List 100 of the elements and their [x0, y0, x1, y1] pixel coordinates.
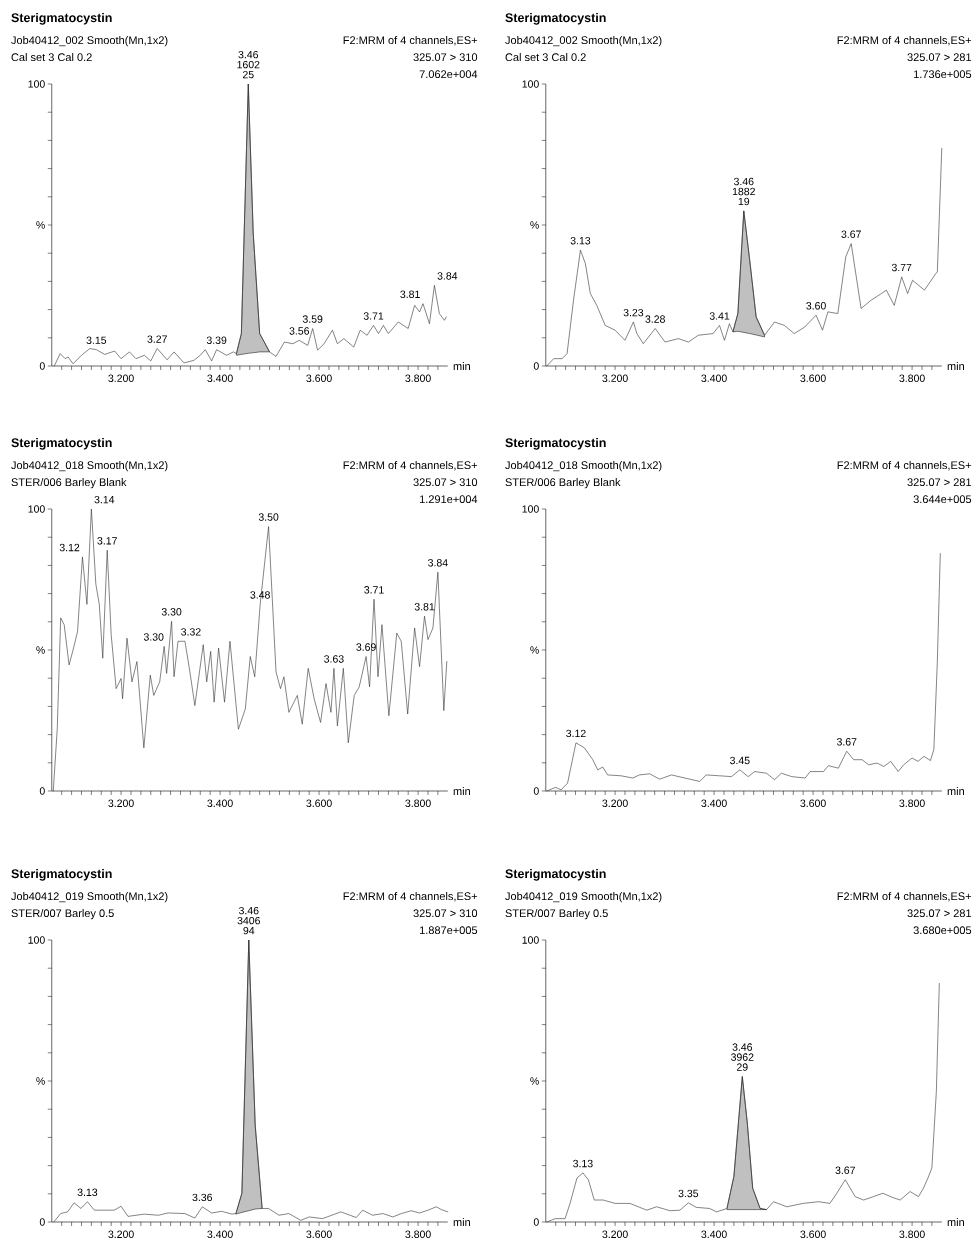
annotation: 3.81 [400, 290, 420, 298]
chart-title: Sterigmatocystin [11, 868, 112, 881]
annotation: 3.56 [289, 327, 310, 335]
y-tick-label: % [36, 221, 45, 229]
annotation: 3.36 [192, 1193, 213, 1202]
annotation: 3.67 [841, 230, 861, 238]
annotation: 3.48 [250, 591, 271, 599]
x-tick-label: 3.400 [701, 374, 727, 382]
chart-title: Sterigmatocystin [505, 437, 606, 450]
x-tick-label: 3.400 [207, 1230, 233, 1238]
annotation: 3.13 [573, 1159, 593, 1168]
annotation: 3.45 [730, 756, 750, 765]
text: 325.07 > 310 [413, 478, 478, 487]
annotation: 3.50 [258, 513, 279, 521]
annotation: 3.84 [428, 559, 448, 567]
x-tick-label: 3.800 [899, 374, 925, 382]
text: 325.07 > 310 [413, 53, 478, 62]
annotation: 3.81 [414, 603, 435, 611]
chart-subtitle: Job40412_019 Smooth(Mn,1x2) [505, 892, 662, 903]
text: Cal set 3 Cal 0.2 [505, 53, 586, 62]
x-axis-title: min [947, 787, 965, 795]
chart-title: Sterigmatocystin [505, 12, 606, 25]
x-axis-title: min [453, 362, 471, 370]
annotation: 3.46 [239, 906, 259, 915]
annotation: 3.67 [835, 1166, 856, 1175]
y-tick-label: % [36, 646, 45, 654]
text: 325.07 > 281 [907, 909, 972, 918]
y-tick-label: 100 [522, 936, 539, 944]
annotation: 3.30 [143, 633, 164, 641]
annotation: 3.69 [356, 643, 376, 651]
text: 325.07 > 310 [413, 909, 478, 918]
annotation: 3.27 [147, 335, 167, 343]
annotation: 19 [738, 197, 750, 206]
x-tick-label: 3.200 [602, 799, 628, 807]
annotation: 3.46 [734, 177, 754, 186]
y-tick-label: 100 [28, 505, 45, 513]
y-tick-label: 100 [522, 80, 539, 88]
y-tick-label: 0 [533, 1218, 539, 1226]
annotation: 3.17 [97, 537, 118, 545]
x-tick-label: 3.600 [306, 799, 332, 807]
y-tick-label: 100 [522, 505, 539, 513]
annotation: 94 [243, 926, 255, 935]
x-tick-label: 3.800 [405, 374, 431, 382]
annotation: 3.13 [570, 236, 591, 245]
text: F2:MRM of 4 channels,ES+ [343, 36, 478, 46]
annotation: 3.32 [181, 628, 201, 636]
annotation: 3.41 [709, 312, 730, 320]
x-tick-label: 3.400 [207, 799, 233, 807]
annotation: 3.15 [86, 336, 107, 344]
text: 1.736e+005 [914, 70, 972, 79]
y-tick-label: 100 [28, 80, 45, 88]
x-tick-label: 3.400 [701, 799, 727, 807]
x-tick-label: 3.200 [108, 799, 134, 807]
x-tick-label: 3.600 [800, 374, 826, 382]
y-tick-label: 0 [39, 787, 45, 795]
text: F2:MRM of 4 channels,ES+ [343, 461, 478, 471]
text: STER/006 Barley Blank [505, 478, 621, 489]
chart-subtitle: Job40412_019 Smooth(Mn,1x2) [11, 892, 168, 903]
text: 325.07 > 281 [907, 53, 972, 62]
x-axis-title: min [947, 362, 965, 370]
y-tick-label: % [530, 646, 539, 654]
x-tick-label: 3.200 [108, 1230, 134, 1238]
annotation: 3.84 [437, 272, 458, 280]
y-tick-label: % [530, 1077, 539, 1085]
annotation: 3.23 [623, 308, 644, 317]
y-tick-label: % [530, 221, 539, 229]
x-tick-label: 3.800 [405, 1230, 431, 1238]
x-axis-title: min [947, 1218, 965, 1226]
annotation: 1602 [237, 60, 260, 69]
chart-title: Sterigmatocystin [11, 12, 112, 25]
annotation: 3.46 [238, 50, 259, 59]
text: STER/006 Barley Blank [11, 478, 127, 489]
chart-subtitle: Job40412_018 Smooth(Mn,1x2) [11, 461, 168, 472]
text: 3.680e+005 [913, 926, 972, 935]
x-axis-title: min [453, 787, 471, 795]
text: F2:MRM of 4 channels,ES+ [837, 892, 972, 902]
y-tick-label: 0 [533, 362, 539, 370]
annotation: 3.13 [77, 1188, 98, 1197]
annotation: 3.67 [837, 738, 857, 746]
x-tick-label: 3.400 [207, 374, 233, 382]
annotation: 3.63 [324, 655, 344, 663]
text: STER/007 Barley 0.5 [505, 909, 608, 920]
x-axis-title: min [453, 1218, 471, 1226]
chart-title: Sterigmatocystin [11, 437, 112, 450]
annotation: 3.59 [302, 315, 323, 323]
text: 325.07 > 281 [907, 478, 972, 487]
text: F2:MRM of 4 channels,ES+ [837, 36, 972, 46]
text: 1.887e+005 [420, 926, 478, 935]
annotation: 1882 [733, 187, 756, 196]
y-tick-label: 0 [533, 787, 539, 795]
annotation: 3962 [731, 1053, 754, 1061]
x-tick-label: 3.200 [108, 374, 134, 382]
x-tick-label: 3.800 [405, 799, 431, 807]
text: 1.291e+004 [420, 495, 478, 504]
annotation: 3.46 [732, 1043, 753, 1051]
annotation: 3.35 [678, 1189, 699, 1198]
y-tick-label: 0 [39, 362, 45, 370]
x-tick-label: 3.600 [800, 1230, 826, 1238]
text: 7.062e+004 [419, 70, 478, 79]
x-tick-label: 3.600 [306, 374, 332, 382]
